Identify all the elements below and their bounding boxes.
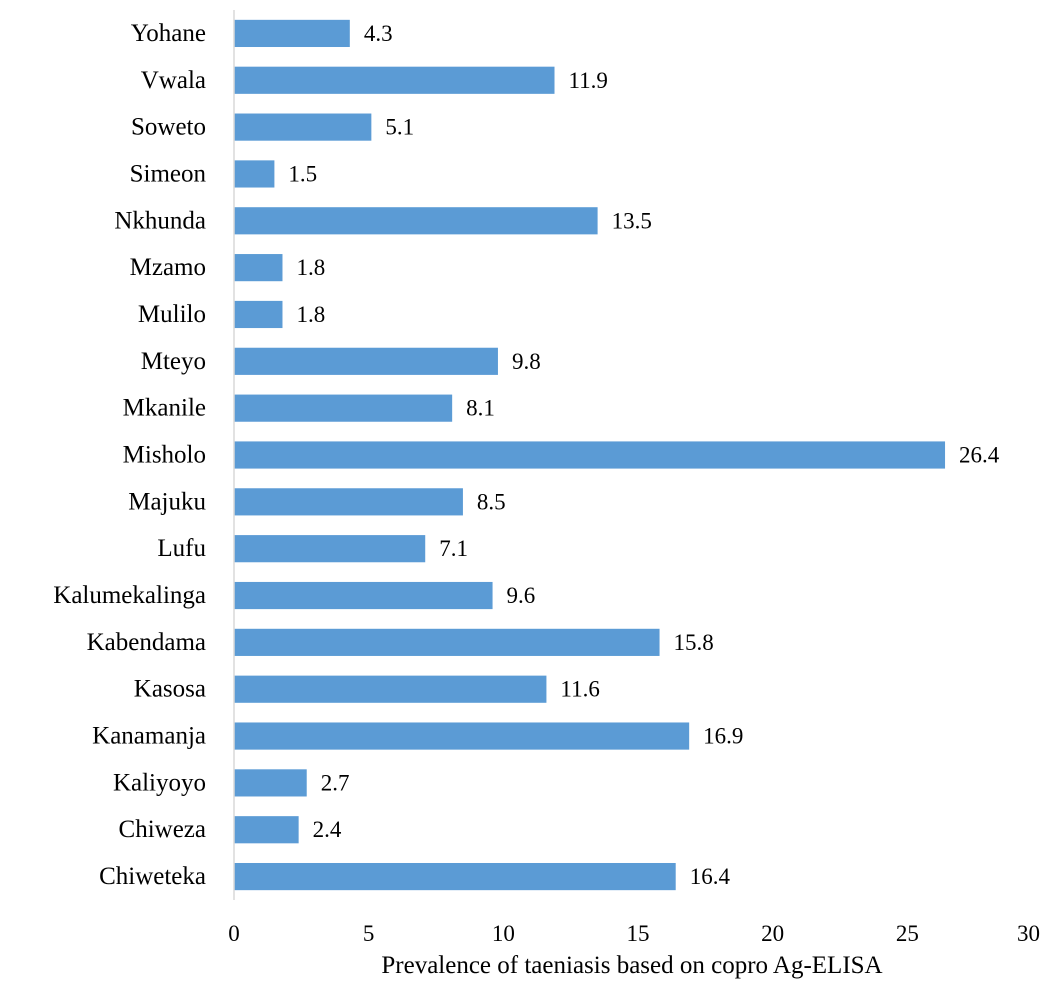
value-label-chiweza: 2.4 [313, 817, 342, 842]
category-label-soweto: Soweto [131, 114, 206, 141]
value-label-mkanile: 8.1 [466, 396, 495, 421]
bar-kasosa [234, 675, 547, 703]
bar-lufu [234, 535, 426, 563]
category-label-lufu: Lufu [157, 535, 206, 562]
value-label-mteyo: 9.8 [512, 349, 541, 374]
category-label-simeon: Simeon [130, 160, 207, 187]
category-label-misholo: Misholo [123, 442, 206, 469]
category-label-chiweza: Chiweza [119, 816, 206, 843]
x-tick-label-15: 15 [627, 921, 650, 946]
x-tick-label-30: 30 [1017, 921, 1040, 946]
x-axis-title: Prevalence of taeniasis based on copro A… [381, 952, 882, 979]
bar-mzamo [234, 254, 283, 282]
value-label-kasosa: 11.6 [560, 677, 599, 702]
category-label-kasosa: Kasosa [134, 676, 206, 703]
value-label-vwala: 11.9 [569, 68, 608, 93]
category-label-kaliyoyo: Kaliyoyo [113, 769, 206, 796]
category-labels-group: Yohane Vwala Soweto Simeon Nkhunda Mzamo Mulil… [53, 20, 206, 890]
bar-nkhunda [234, 207, 598, 235]
category-label-mzamo: Mzamo [130, 254, 206, 281]
bar-simeon [234, 160, 275, 188]
category-label-chiweteka: Chiweteka [99, 863, 206, 890]
category-label-mulilo: Mulilo [138, 301, 206, 328]
bar-majuku [234, 488, 463, 516]
value-label-yohane: 4.3 [364, 21, 393, 46]
category-label-vwala: Vwala [141, 67, 206, 94]
bar-kanamanja [234, 722, 690, 750]
value-label-soweto: 5.1 [385, 115, 414, 140]
category-label-majuku: Majuku [128, 488, 206, 515]
value-label-majuku: 8.5 [477, 489, 506, 514]
category-label-mkanile: Mkanile [123, 395, 206, 422]
bar-mteyo [234, 347, 498, 375]
value-label-kabendama: 15.8 [674, 630, 714, 655]
x-tick-label-20: 20 [761, 921, 784, 946]
value-label-mzamo: 1.8 [296, 255, 325, 280]
category-label-kanamanja: Kanamanja [92, 723, 206, 750]
x-tick-label-25: 25 [896, 921, 919, 946]
x-tick-labels-group: 0 5 10 15 20 25 30 [228, 921, 1040, 946]
value-label-nkhunda: 13.5 [612, 208, 652, 233]
bar-mulilo [234, 300, 283, 329]
value-label-simeon: 1.5 [288, 161, 317, 186]
bars-group [234, 19, 946, 891]
x-tick-label-0: 0 [228, 921, 240, 946]
category-label-kalumekalinga: Kalumekalinga [53, 582, 206, 609]
value-labels-group: 4.3 11.9 5.1 1.5 13.5 1.8 1.8 9.8 8.1 26.4 8.5 7.1 9… [288, 21, 999, 889]
x-tick-label-5: 5 [363, 921, 375, 946]
category-label-yohane: Yohane [131, 20, 206, 47]
bar-vwala [234, 66, 555, 94]
x-tick-label-10: 10 [492, 921, 515, 946]
bar-chiweza [234, 816, 299, 844]
bar-kaliyoyo [234, 769, 307, 797]
value-label-mulilo: 1.8 [296, 302, 325, 327]
bar-kalumekalinga [234, 581, 493, 610]
bar-yohane [234, 19, 350, 48]
bar-misholo [234, 441, 946, 469]
category-label-kabendama: Kabendama [87, 629, 206, 656]
value-label-kaliyoyo: 2.7 [321, 770, 350, 795]
bar-mkanile [234, 394, 453, 422]
value-label-kalumekalinga: 9.6 [507, 583, 536, 608]
category-label-nkhunda: Nkhunda [114, 207, 206, 234]
bar-kabendama [234, 628, 660, 656]
value-label-chiweteka: 16.4 [690, 864, 731, 889]
bar-chiweteka [234, 862, 676, 891]
value-label-misholo: 26.4 [959, 443, 1000, 468]
value-label-kanamanja: 16.9 [703, 724, 743, 749]
value-label-lufu: 7.1 [439, 536, 468, 561]
bar-soweto [234, 113, 372, 141]
category-label-mteyo: Mteyo [141, 348, 206, 375]
